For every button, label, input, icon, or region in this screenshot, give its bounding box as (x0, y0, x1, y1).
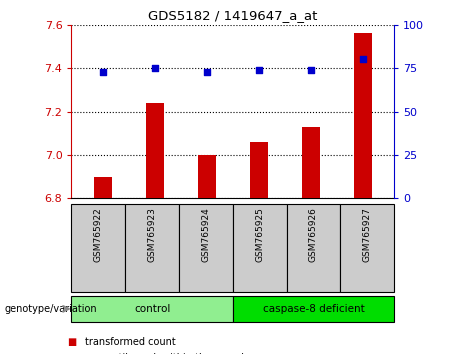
Text: ■: ■ (67, 337, 76, 347)
Bar (354, 34, 372, 198)
Text: percentile rank within the sample: percentile rank within the sample (85, 353, 250, 354)
Point (255, 67, 262, 73)
Text: GSM765926: GSM765926 (309, 207, 318, 262)
Bar (250, 142, 268, 198)
Bar (146, 103, 164, 198)
Point (359, 57, 366, 62)
Text: GSM765923: GSM765923 (148, 207, 157, 262)
Text: caspase-8 deficient: caspase-8 deficient (263, 304, 364, 314)
Text: control: control (134, 304, 170, 314)
Text: transformed count: transformed count (85, 337, 176, 347)
Text: GSM765922: GSM765922 (94, 207, 103, 262)
Bar (198, 155, 216, 198)
Bar (94, 177, 112, 198)
Text: GSM765924: GSM765924 (201, 207, 210, 262)
Title: GDS5182 / 1419647_a_at: GDS5182 / 1419647_a_at (148, 9, 318, 22)
Point (99, 69, 106, 74)
Bar (302, 127, 320, 198)
Text: genotype/variation: genotype/variation (5, 304, 97, 314)
Point (203, 69, 211, 74)
Point (307, 67, 314, 73)
Text: GSM765925: GSM765925 (255, 207, 264, 262)
Point (151, 65, 159, 71)
Text: ■: ■ (67, 353, 76, 354)
Text: GSM765927: GSM765927 (363, 207, 372, 262)
